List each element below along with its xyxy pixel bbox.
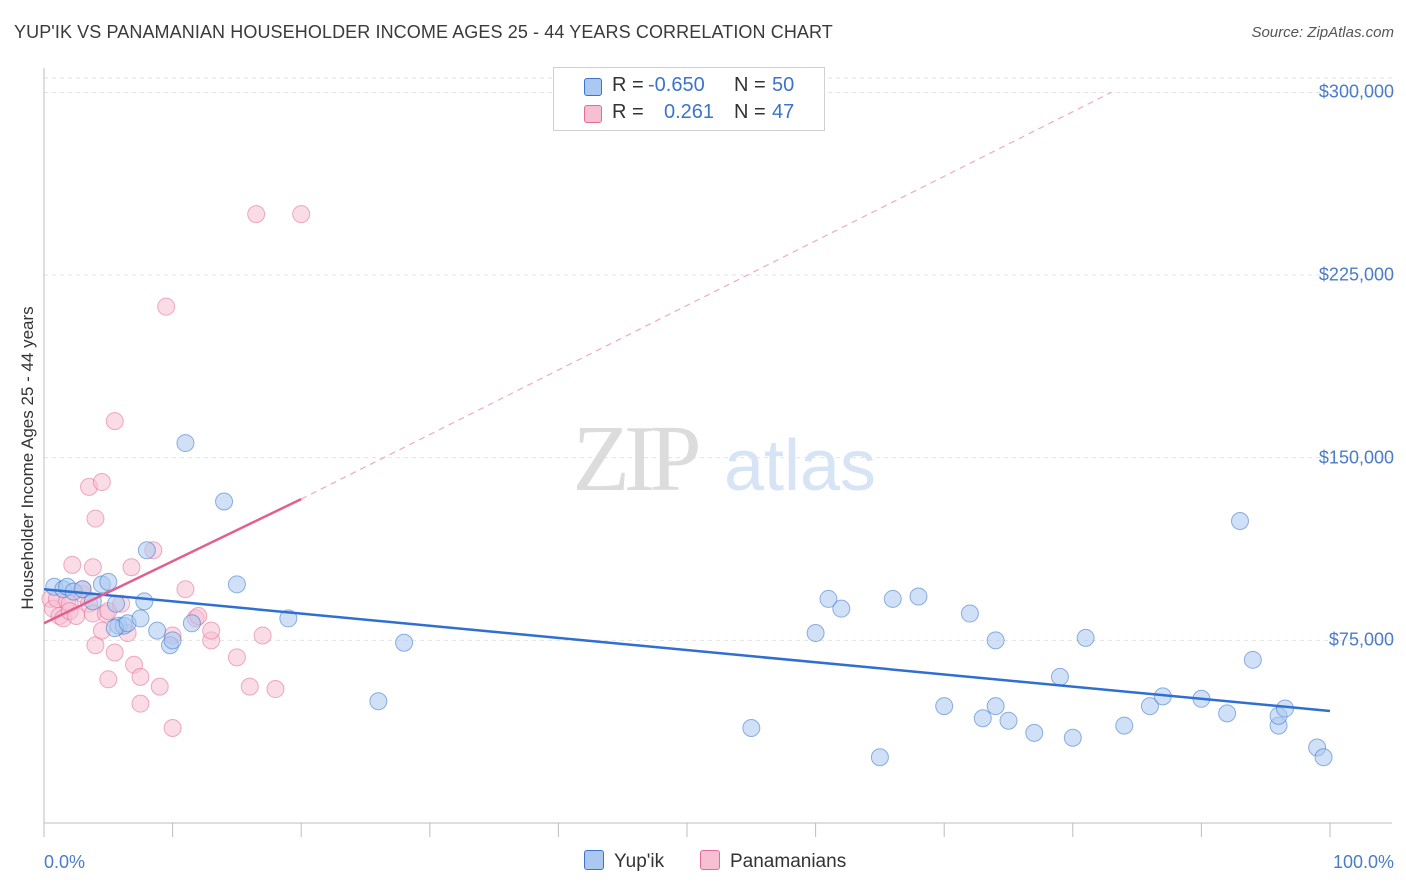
yupik-point xyxy=(742,719,761,738)
panamanians-point xyxy=(105,643,124,662)
yupik-point xyxy=(137,541,156,560)
panamanians-point xyxy=(292,205,311,224)
panamanians-point xyxy=(122,558,141,577)
panamanians-point xyxy=(176,580,195,599)
panamanians-point xyxy=(105,412,124,431)
yupik-point xyxy=(986,631,1005,650)
yupik-point xyxy=(1063,728,1082,747)
panamanians-point xyxy=(227,648,246,667)
panamanians-point xyxy=(266,680,285,699)
yupik-point xyxy=(1050,667,1069,686)
bottom-legend-panamanians: Panamanians xyxy=(700,850,846,873)
legend-r-label: R = xyxy=(612,101,644,123)
yupik-point xyxy=(832,599,851,618)
yupik-point xyxy=(819,589,838,608)
panamanians-legend-swatch xyxy=(700,850,720,870)
yupik-point xyxy=(148,621,167,640)
legend-r-value: 0.261 xyxy=(664,101,715,123)
panamanians-point xyxy=(83,558,102,577)
legend-n-label: N = xyxy=(734,101,766,123)
panamanians-point xyxy=(92,473,111,492)
yupik-point xyxy=(182,614,201,633)
legend-n-label: N = xyxy=(734,74,766,96)
yupik-point xyxy=(973,709,992,728)
yupik-point xyxy=(1076,628,1095,647)
yupik-point xyxy=(935,697,954,716)
yupik-point xyxy=(107,594,126,613)
panamanians-point xyxy=(86,509,105,528)
yupik-point xyxy=(960,604,979,623)
panamanians-point xyxy=(131,694,150,713)
trend-lines xyxy=(43,91,1331,713)
panamanians-point xyxy=(99,670,118,689)
yupik-trend-line xyxy=(43,587,1331,713)
panamanians-point xyxy=(157,297,176,316)
yupik-point xyxy=(1025,723,1044,742)
y-tick-label: $225,000 xyxy=(1318,264,1394,285)
x-tick-right: 100.0% xyxy=(1332,852,1394,872)
yupik-point xyxy=(909,587,928,606)
yupik-point xyxy=(131,609,150,628)
yupik-points xyxy=(45,434,1333,767)
source-label: Source: ZipAtlas.com xyxy=(1251,24,1394,41)
panamanians-point xyxy=(131,667,150,686)
legend-r-label: R = xyxy=(612,74,644,96)
yupik-point xyxy=(806,624,825,643)
panamanians-point xyxy=(163,719,182,738)
yupik-point xyxy=(215,492,234,511)
yupik-point xyxy=(1230,512,1249,530)
panamanians-legend-label: Panamanians xyxy=(730,851,847,872)
yupik-point xyxy=(1115,716,1134,735)
yupik-point xyxy=(1218,704,1237,723)
panamanians-trend-line xyxy=(43,497,302,625)
yupik-point xyxy=(999,711,1018,730)
yupik-point xyxy=(99,572,118,591)
yupik-point xyxy=(883,589,902,608)
x-tick-left: 0.0% xyxy=(44,852,86,872)
panamanians-point xyxy=(247,205,266,224)
y-tick-label: $75,000 xyxy=(1328,629,1394,650)
yupik-point xyxy=(1275,699,1294,718)
legend-r-value: -0.650 xyxy=(648,74,705,96)
yupik-point xyxy=(1314,748,1333,767)
yupik-point xyxy=(163,631,182,650)
panamanians-swatch xyxy=(584,105,602,123)
panamanians-point xyxy=(240,677,259,696)
y-tick-label: $300,000 xyxy=(1318,81,1394,102)
yupik-swatch xyxy=(584,78,602,96)
panamanians-point xyxy=(150,677,169,696)
legend-n-value: 50 xyxy=(772,74,795,96)
yupik-point xyxy=(369,692,388,711)
yupik-point xyxy=(1243,650,1262,669)
panamanians-point xyxy=(253,626,272,645)
stats-legend: R = -0.650 N = 50 R = 0.261 N = 47 xyxy=(553,67,825,131)
axes xyxy=(43,68,1392,837)
panamanians-points xyxy=(41,205,311,738)
y-tick-label: $150,000 xyxy=(1318,447,1394,468)
yupik-point xyxy=(279,609,298,628)
yupik-legend-label: Yup'ik xyxy=(614,851,665,872)
yupik-point xyxy=(135,592,154,611)
gridlines xyxy=(44,77,1392,641)
chart-title: YUP'IK VS PANAMANIAN HOUSEHOLDER INCOME … xyxy=(14,22,833,42)
yupik-point xyxy=(395,633,414,652)
yupik-point xyxy=(870,748,889,767)
panamanians-point xyxy=(202,621,221,640)
watermark-atlas: atlas xyxy=(724,426,876,506)
panamanians-point xyxy=(63,555,82,574)
yupik-point xyxy=(1140,697,1159,716)
yupik-legend-swatch xyxy=(584,850,604,870)
watermark-zip: ZIP xyxy=(573,407,699,511)
yupik-point xyxy=(986,697,1005,716)
legend-n-value: 47 xyxy=(772,101,795,123)
yupik-point xyxy=(176,434,195,453)
yupik-point xyxy=(227,575,246,594)
panamanians-trend-extension xyxy=(300,91,1112,500)
bottom-legend-yupik: Yup'ik xyxy=(584,850,664,873)
